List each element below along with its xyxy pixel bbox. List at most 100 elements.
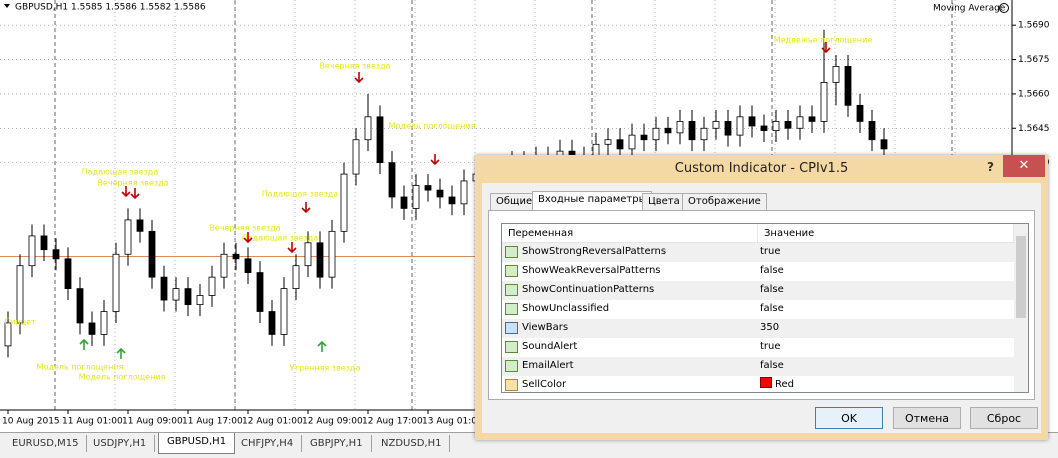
candle-body <box>172 288 180 301</box>
candle-body <box>280 288 288 335</box>
parameter-name: ShowStrongReversalPatterns <box>522 246 667 257</box>
parameter-value-text: 350 <box>760 322 780 333</box>
parameter-icon <box>505 246 518 258</box>
candle-body <box>160 276 168 301</box>
parameter-row[interactable]: SoundAlert true <box>502 338 1014 357</box>
symbol-tab[interactable]: USDJPY,H1 <box>85 435 156 452</box>
candle-body <box>868 120 876 141</box>
pattern-label: Падающая звезда <box>82 168 159 177</box>
x-tick-label: 10 Aug 2015 <box>2 417 60 427</box>
symbol-tab[interactable]: NZDUSD,H1 <box>373 435 451 452</box>
candle-body <box>652 127 660 141</box>
candle-body <box>796 116 804 129</box>
candle-body <box>16 265 24 324</box>
candle-body <box>820 82 828 122</box>
symbol-tab[interactable]: CHFJPY,H4 <box>233 435 303 452</box>
symbol-tab[interactable]: GBPJPY,H1 <box>302 435 372 452</box>
scroll-thumb[interactable] <box>1016 236 1026 318</box>
symbol-tab[interactable]: EURUSD,M15 <box>4 435 88 452</box>
parameter-icon <box>505 284 518 296</box>
parameter-icon <box>505 379 518 391</box>
parameter-row[interactable]: SellColor Red <box>502 376 1014 392</box>
candle-body <box>4 322 12 347</box>
candle-body <box>52 249 60 260</box>
candle-body <box>232 253 240 260</box>
help-button[interactable]: ? <box>987 160 994 174</box>
sell-arrow <box>430 154 440 166</box>
x-tick-label: 12 Aug 09:00 <box>302 417 363 427</box>
parameter-value: false <box>760 300 784 318</box>
dialog-button[interactable]: Отмена <box>893 407 961 429</box>
candle-body <box>700 127 708 141</box>
candle-body <box>736 116 744 136</box>
candle-body <box>328 230 336 278</box>
column-header[interactable]: Переменная <box>502 224 758 243</box>
color-swatch <box>760 377 772 388</box>
dialog-button[interactable]: Сброс <box>970 407 1038 429</box>
buy-arrow <box>79 338 89 350</box>
candle-body <box>256 272 264 312</box>
sell-arrow <box>821 42 831 54</box>
candle-body <box>112 253 120 312</box>
parameter-value: 350 <box>760 319 779 337</box>
pattern-label: Вечерняя звезда <box>319 62 390 71</box>
parameter-row[interactable]: ShowContinuationPatterns false <box>502 281 1014 300</box>
parameter-row[interactable]: ShowStrongReversalPatterns true <box>502 243 1014 262</box>
pattern-label: Пинцет <box>4 318 36 327</box>
parameter-row[interactable]: ShowUnclassified false <box>502 300 1014 319</box>
candle-body <box>148 230 156 278</box>
candle-body <box>784 120 792 129</box>
pattern-label: Вечерняя звезда <box>209 224 280 233</box>
pattern-label: Модель поглощения <box>79 373 166 382</box>
candle-body <box>136 219 144 232</box>
symbol-info: GBPUSD,H1 1.5585 1.5586 1.5582 1.5586 <box>15 3 206 13</box>
x-tick-label: 11 Aug 01:00 <box>62 417 123 427</box>
parameter-name: EmailAlert <box>522 360 574 371</box>
dialog-tab[interactable]: Отображение <box>682 193 767 210</box>
close-button[interactable]: ✕ <box>1003 155 1045 177</box>
candle-body <box>688 120 696 141</box>
dialog-tab[interactable]: Цвета <box>642 193 686 210</box>
parameter-value-text: false <box>760 360 784 371</box>
y-tick-label: 1.5690 <box>1018 21 1050 31</box>
parameter-value: true <box>760 243 781 261</box>
pattern-label: Модель поглощения <box>37 363 124 372</box>
dialog-tab[interactable]: Входные параметры <box>532 191 653 211</box>
parameter-name: SoundAlert <box>522 341 578 352</box>
dialog-title: Custom Indicator - CPIv1.5 <box>674 161 849 176</box>
parameter-icon <box>505 341 518 353</box>
candle-body <box>364 116 372 141</box>
sell-arrow <box>354 72 364 84</box>
dialog-body: Общие Входные параметры Цвета Отображение П… <box>482 183 1041 433</box>
buy-arrow <box>116 347 126 359</box>
dialog-button[interactable]: OK <box>815 407 883 429</box>
indicator-label[interactable]: Moving Average <box>933 4 1006 14</box>
indicator-close[interactable] <box>999 3 1009 13</box>
candle-body <box>448 196 456 205</box>
parameter-name: ShowContinuationPatterns <box>522 284 655 295</box>
candle-body <box>844 66 852 106</box>
candle-body <box>220 253 228 278</box>
candle-body <box>376 116 384 164</box>
dialog-tab[interactable]: Общие <box>490 193 539 210</box>
pattern-label: Падающая звезда <box>242 234 319 243</box>
symbol-tab[interactable]: GBPUSD,H1 <box>158 433 236 454</box>
x-tick-label: 12 Aug 17:00 <box>362 417 423 427</box>
candle-body <box>268 311 276 335</box>
candle-body <box>760 125 768 131</box>
parameter-row[interactable]: EmailAlert false <box>502 357 1014 376</box>
candle-body <box>856 104 864 122</box>
candle-body <box>664 127 672 134</box>
candle-body <box>124 219 132 255</box>
column-header[interactable]: Значение <box>758 224 1014 243</box>
parameter-row[interactable]: ViewBars 350 <box>502 319 1014 338</box>
menu-triangle[interactable] <box>4 4 10 8</box>
scrollbar[interactable] <box>1014 224 1028 392</box>
x-tick-label: 12 Aug 01:00 <box>242 417 303 427</box>
candle-body <box>184 288 192 306</box>
parameter-row[interactable]: ShowWeakReversalPatterns false <box>502 262 1014 281</box>
sell-arrow <box>243 232 253 244</box>
y-tick-label: 1.5660 <box>1018 89 1050 99</box>
candle-body <box>76 288 84 324</box>
